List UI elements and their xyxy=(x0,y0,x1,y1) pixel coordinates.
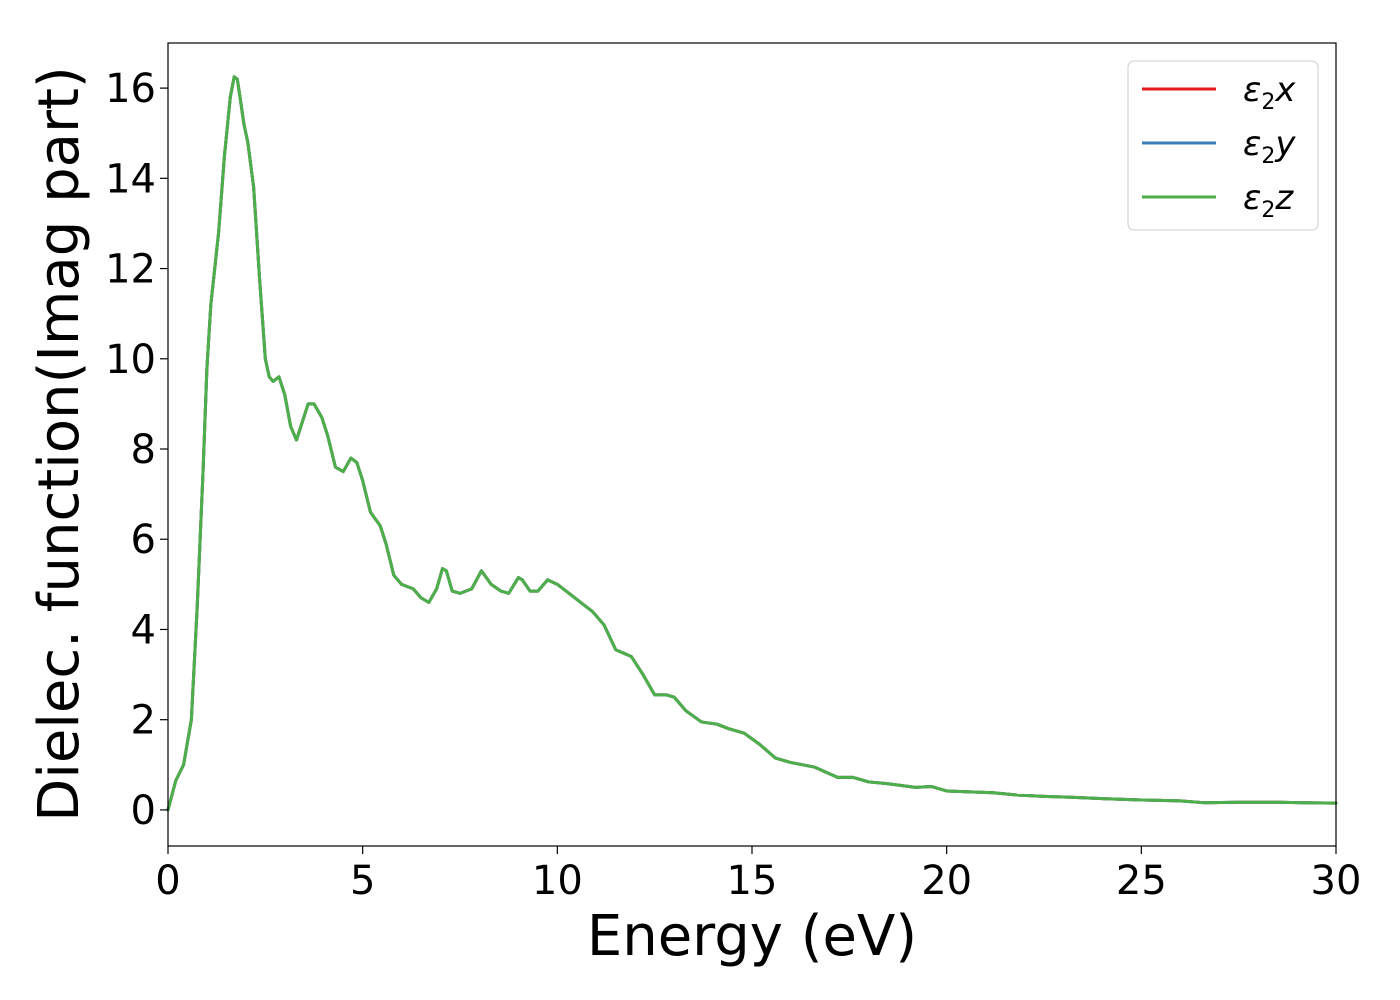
legend-symbol: ε xyxy=(1243,124,1261,164)
legend-symbol: ε xyxy=(1243,70,1261,110)
x-tick-label: 5 xyxy=(350,858,375,904)
legend-subscript: 2 xyxy=(1261,90,1275,115)
legend-subscript: 2 xyxy=(1261,144,1275,169)
x-tick-label: 30 xyxy=(1311,858,1362,904)
y-tick-label: 14 xyxy=(105,156,156,202)
legend-label: ε2y xyxy=(1243,124,1296,169)
x-tick-label: 25 xyxy=(1116,858,1167,904)
series-line-2z xyxy=(166,75,1338,812)
legend-variable: y xyxy=(1274,124,1296,164)
legend-label: ε2x xyxy=(1243,70,1296,115)
legend-box xyxy=(1127,60,1319,231)
legend-subscript: 2 xyxy=(1261,198,1275,223)
y-tick-label: 6 xyxy=(131,517,156,563)
legend-label: ε2z xyxy=(1243,178,1294,223)
legend-variable: x xyxy=(1274,70,1296,110)
y-axis-label: Dielec. function(Imag part) xyxy=(27,66,92,822)
y-tick-label: 0 xyxy=(131,788,156,834)
y-axis-ticks: 0 2 4 6 8 10 12 14 16 xyxy=(105,66,168,834)
y-tick-label: 10 xyxy=(105,337,156,383)
y-tick-label: 16 xyxy=(105,66,156,112)
y-tick-label: 8 xyxy=(131,427,156,473)
x-tick-label: 10 xyxy=(532,858,583,904)
series-layer xyxy=(166,75,1338,812)
x-tick-label: 0 xyxy=(155,858,180,904)
x-axis-label: Energy (eV) xyxy=(587,904,917,969)
x-tick-label: 20 xyxy=(921,858,972,904)
y-tick-label: 2 xyxy=(131,698,156,744)
x-axis-ticks: 0 5 10 15 20 25 30 xyxy=(155,846,1361,904)
y-tick-label: 12 xyxy=(105,247,156,293)
legend-variable: z xyxy=(1274,178,1294,218)
x-tick-label: 15 xyxy=(727,858,778,904)
y-tick-label: 4 xyxy=(131,607,156,653)
legend-symbol: ε xyxy=(1243,178,1261,218)
